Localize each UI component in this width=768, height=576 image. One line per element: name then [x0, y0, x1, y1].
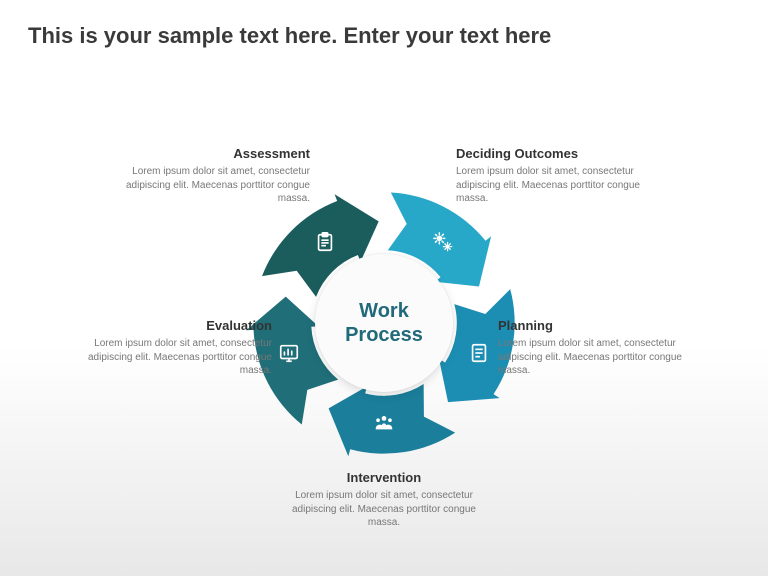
- document-icon: [468, 342, 490, 364]
- center-circle: Work Process: [315, 254, 453, 392]
- center-line2: Process: [345, 323, 423, 347]
- step-block: Intervention Lorem ipsum dolor sit amet, …: [284, 470, 484, 530]
- step-block: Evaluation Lorem ipsum dolor sit amet, co…: [72, 318, 272, 378]
- step-title: Assessment: [110, 146, 310, 161]
- step-body: Lorem ipsum dolor sit amet, consectetur …: [72, 337, 272, 378]
- cycle-diagram: Work Process: [244, 183, 524, 463]
- step-block: Deciding Outcomes Lorem ipsum dolor sit a…: [456, 146, 656, 206]
- page-title: This is your sample text here. Enter you…: [28, 22, 728, 50]
- step-block: Planning Lorem ipsum dolor sit amet, cons…: [498, 318, 698, 378]
- step-body: Lorem ipsum dolor sit amet, consectetur …: [456, 165, 656, 206]
- step-body: Lorem ipsum dolor sit amet, consectetur …: [110, 165, 310, 206]
- chart-icon: [278, 342, 300, 364]
- people-icon: [373, 412, 395, 434]
- center-line1: Work: [345, 299, 423, 323]
- step-title: Evaluation: [72, 318, 272, 333]
- step-title: Deciding Outcomes: [456, 146, 656, 161]
- clipboard-icon: [314, 231, 336, 253]
- step-body: Lorem ipsum dolor sit amet, consectetur …: [498, 337, 698, 378]
- step-title: Intervention: [284, 470, 484, 485]
- step-body: Lorem ipsum dolor sit amet, consectetur …: [284, 489, 484, 530]
- center-label: Work Process: [345, 299, 423, 347]
- gears-icon: [432, 231, 454, 253]
- step-title: Planning: [498, 318, 698, 333]
- step-block: Assessment Lorem ipsum dolor sit amet, co…: [110, 146, 310, 206]
